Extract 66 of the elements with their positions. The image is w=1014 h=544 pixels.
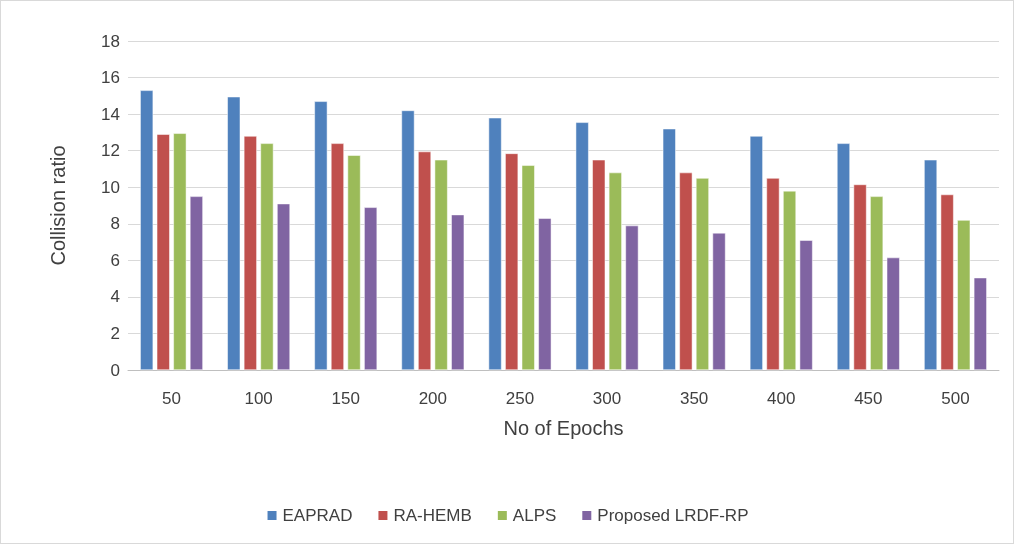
bar — [749, 136, 763, 370]
bar — [592, 159, 606, 370]
x-tick-label: 150 — [331, 389, 360, 408]
y-tick-label: 6 — [110, 250, 120, 270]
y-tick-label: 8 — [110, 214, 120, 234]
bar — [712, 232, 726, 370]
x-tick-label: 350 — [679, 389, 709, 408]
bar — [608, 172, 622, 370]
bar — [364, 207, 378, 370]
bar — [870, 196, 884, 370]
x-tick-label: 50 — [162, 389, 182, 408]
bar — [505, 153, 519, 370]
y-tick-label: 4 — [110, 287, 120, 307]
bar — [886, 257, 900, 370]
bar — [451, 214, 465, 370]
bar — [783, 190, 797, 370]
x-tick-label: 200 — [418, 389, 448, 408]
bar — [227, 96, 241, 370]
y-tick-label: 16 — [101, 68, 120, 88]
bar — [488, 117, 502, 370]
x-tick-label: 450 — [854, 389, 883, 408]
bar — [156, 134, 170, 370]
x-tick-label: 100 — [244, 389, 273, 408]
bar — [625, 225, 639, 370]
bar — [766, 178, 780, 370]
x-tick-label: 400 — [767, 389, 796, 408]
bar — [853, 184, 867, 370]
y-axis-title: Collision ratio — [47, 145, 69, 266]
y-tick-label: 2 — [110, 323, 120, 343]
bar — [277, 203, 291, 370]
x-tick-label: 500 — [941, 389, 970, 408]
bar — [418, 151, 432, 370]
bar — [538, 218, 552, 370]
bar — [836, 143, 850, 370]
legend-label: Proposed LRDF-RP — [597, 506, 749, 525]
bar — [260, 143, 274, 370]
x-tick-label: 300 — [592, 389, 622, 408]
y-tick-label: 10 — [101, 177, 120, 197]
bar — [243, 136, 257, 370]
bar — [662, 128, 676, 370]
bar — [973, 277, 987, 370]
bar — [679, 172, 693, 370]
bar — [401, 110, 415, 370]
y-tick-label: 14 — [101, 104, 120, 124]
bar — [799, 240, 813, 370]
x-tick-label: 250 — [505, 389, 535, 408]
y-tick-label: 12 — [101, 141, 120, 161]
bar — [957, 220, 971, 370]
legend-label: EAPRAD — [282, 506, 353, 525]
legend-label: ALPS — [512, 506, 557, 525]
bar — [940, 194, 954, 370]
bar — [173, 133, 187, 370]
bar — [314, 101, 328, 370]
y-tick-label: 18 — [101, 31, 120, 51]
bar — [330, 143, 344, 370]
bar — [924, 159, 938, 370]
bar — [347, 155, 361, 370]
bar — [521, 165, 535, 370]
y-tick-label: 0 — [110, 360, 120, 380]
bar — [434, 159, 448, 370]
x-axis-title: No of Epochs — [503, 417, 624, 439]
bar — [189, 196, 203, 370]
bar — [575, 122, 589, 370]
bar — [140, 90, 154, 370]
legend-label: RA-HEMB — [393, 506, 472, 525]
bar — [695, 178, 709, 370]
